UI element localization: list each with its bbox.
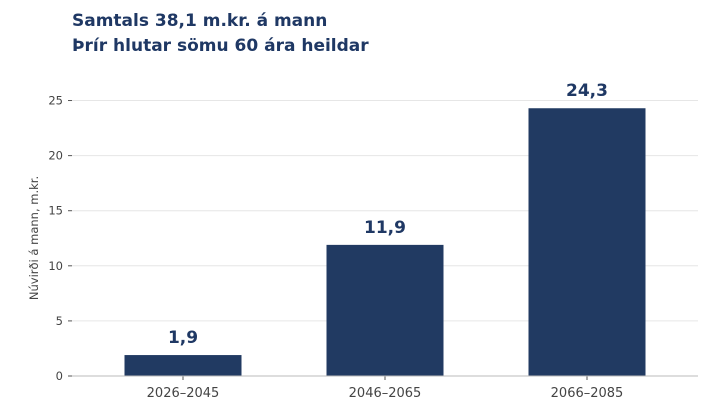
y-tick-label: 5: [56, 314, 63, 328]
bar: [326, 244, 444, 376]
bar: [528, 108, 646, 376]
y-axis-title: Núvirði á mann, m.kr.: [27, 176, 41, 300]
chart-title: Samtals 38,1 m.kr. á mann: [72, 11, 328, 31]
y-tick-label: 20: [48, 149, 63, 163]
data-label: 11,9: [364, 218, 406, 238]
y-tick-label: 10: [48, 259, 63, 273]
y-axis-ticks: 0 5 10 15 20 25: [48, 94, 72, 383]
data-label: 24,3: [566, 81, 608, 101]
x-tick-label: 2066–2085: [551, 386, 624, 401]
x-tick-label: 2046–2065: [349, 386, 422, 401]
x-tick-label: 2026–2045: [147, 386, 220, 401]
y-tick-label: 15: [48, 204, 63, 218]
bars: [124, 108, 646, 376]
chart-subtitle: Þrír hlutar sömu 60 ára heildar: [72, 36, 369, 56]
chart-title-block: Samtals 38,1 m.kr. á mann Þrír hlutar sö…: [72, 9, 369, 59]
data-labels: 1,9 11,9 24,3: [168, 81, 608, 348]
bar: [124, 355, 242, 376]
data-label: 1,9: [168, 328, 198, 348]
y-tick-label: 25: [48, 94, 63, 108]
x-axis-labels: 2026–2045 2046–2065 2066–2085: [147, 376, 624, 401]
y-tick-label: 0: [56, 369, 63, 383]
